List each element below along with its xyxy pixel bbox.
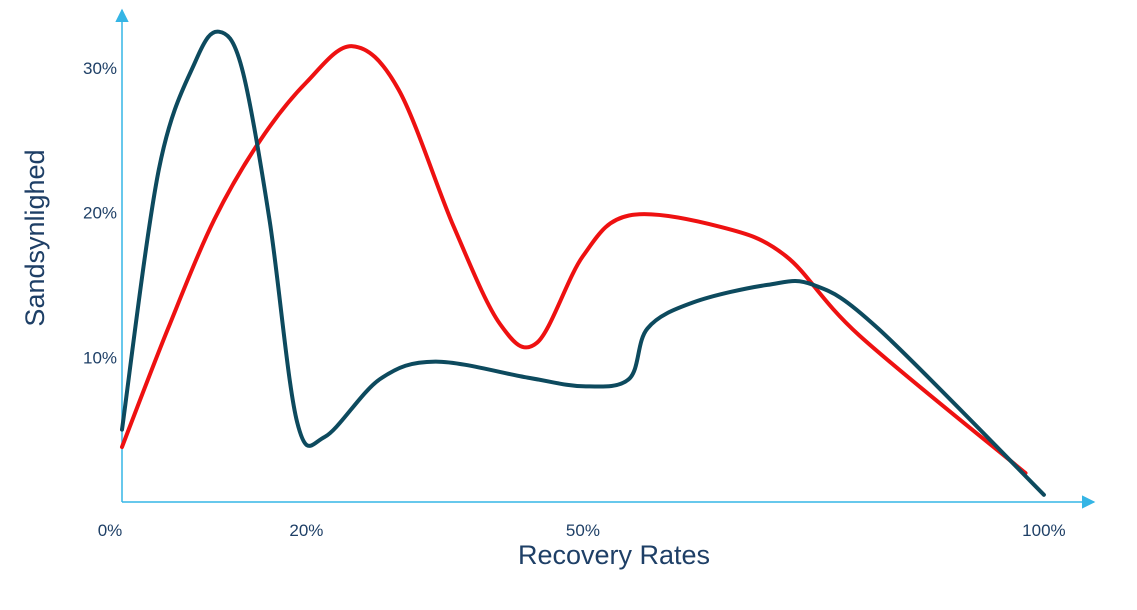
y-tick-label: 30%: [83, 59, 117, 78]
series-line-red: [120, 44, 1028, 476]
x-axis-title: Recovery Rates: [518, 540, 710, 570]
series-line-dark: [120, 29, 1046, 497]
y-tick-label: 20%: [83, 204, 117, 223]
y-tick-label: 10%: [83, 348, 117, 367]
x-tick-label: 100%: [1022, 521, 1065, 540]
x-tick-label: 20%: [289, 521, 323, 540]
y-axis-title: Sandsynlighed: [20, 149, 50, 326]
x-tick-label: 0%: [98, 521, 123, 540]
x-tick-label: 50%: [566, 521, 600, 540]
